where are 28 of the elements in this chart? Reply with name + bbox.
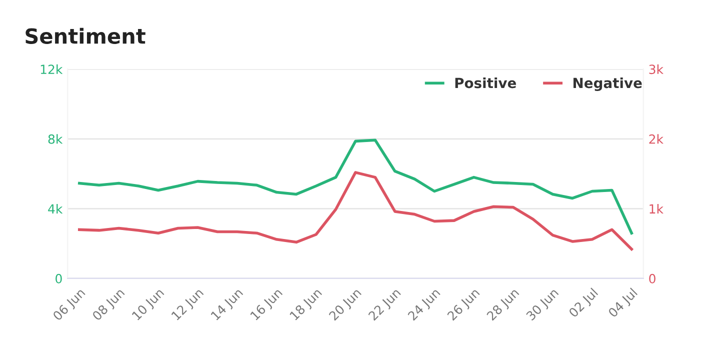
y2-tick-label: 3k bbox=[649, 64, 664, 74]
legend-label: Negative bbox=[574, 77, 642, 92]
y2-tick-label: 0 bbox=[649, 274, 656, 284]
y-tick-label: 4k bbox=[48, 204, 63, 214]
x-tick-label: 14 Jun bbox=[210, 288, 245, 322]
x-tick-label: 10 Jun bbox=[132, 288, 166, 322]
x-tick-label: 02 Jul bbox=[568, 288, 600, 320]
x-tick-label: 30 Jun bbox=[526, 288, 560, 322]
x-tick-label: 22 Jun bbox=[368, 288, 403, 322]
x-tick-label: 08 Jun bbox=[92, 288, 127, 323]
x-tick-label: 16 Jun bbox=[250, 288, 284, 322]
x-tick-label: 18 Jun bbox=[289, 288, 324, 322]
line-series bbox=[78, 138, 634, 234]
legend-label: Positive bbox=[455, 77, 516, 88]
y-tick-label: 12k bbox=[40, 64, 63, 74]
x-tick-label: 04 Jul bbox=[607, 288, 640, 320]
line-series bbox=[78, 171, 634, 251]
x-tick-label: 28 Jun bbox=[486, 288, 522, 322]
x-tick-label: 24 Jun bbox=[407, 288, 442, 322]
y2-tick-label: 1k bbox=[650, 204, 664, 214]
y-tick-label: 8k bbox=[48, 134, 63, 144]
x-tick-label: 26 Jun bbox=[446, 288, 482, 322]
y2-tick-label: 2k bbox=[649, 134, 664, 144]
x-tick-label: 12 Jun bbox=[170, 288, 206, 322]
x-tick-label: 20 Jun bbox=[328, 288, 364, 322]
chart-title: Sentiment bbox=[26, 28, 146, 44]
y-tick-label: 0 bbox=[56, 274, 62, 284]
x-tick-label: 06 Jun bbox=[52, 288, 88, 323]
